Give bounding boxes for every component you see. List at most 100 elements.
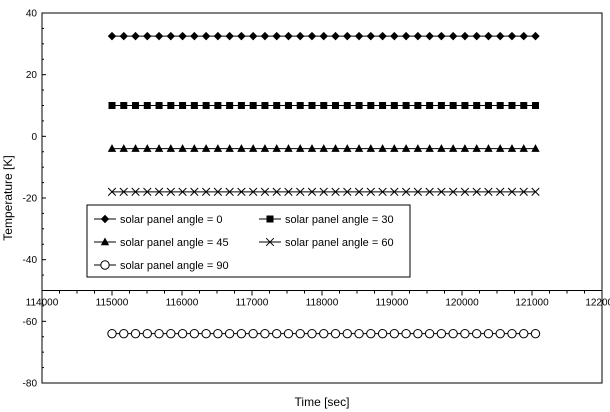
data-point: [531, 187, 540, 196]
data-point: [343, 144, 352, 152]
data-point: [460, 31, 470, 41]
data-point: [343, 31, 352, 41]
data-point: [390, 102, 398, 109]
data-point: [437, 31, 446, 41]
data-point: [389, 328, 400, 339]
data-point: [214, 102, 222, 109]
data-point: [131, 187, 140, 196]
data-point: [507, 144, 517, 152]
data-point: [425, 31, 434, 41]
data-point: [166, 328, 176, 339]
data-point: [378, 31, 387, 41]
data-point: [132, 102, 140, 109]
data-point: [413, 144, 423, 152]
y-tick-label: -20: [23, 194, 38, 205]
data-point: [107, 31, 117, 41]
data-point: [413, 328, 423, 339]
data-point: [296, 31, 305, 41]
legend-label: solar panel angle = 30: [285, 214, 394, 226]
legend-item: solar panel angle = 90: [94, 260, 229, 272]
data-point: [237, 144, 246, 152]
data-point: [224, 328, 235, 339]
series-layer: [107, 31, 541, 339]
data-point: [295, 328, 305, 339]
data-point: [532, 102, 539, 109]
data-point: [331, 31, 340, 41]
data-point: [401, 31, 411, 41]
data-point: [249, 102, 257, 109]
data-point: [402, 102, 410, 109]
data-point: [378, 144, 387, 152]
data-point: [437, 144, 446, 152]
data-point: [284, 31, 293, 41]
data-point: [178, 31, 187, 41]
data-point: [413, 187, 423, 196]
data-point: [226, 102, 234, 109]
data-point: [343, 187, 352, 196]
data-point: [143, 31, 152, 41]
data-point: [319, 328, 329, 339]
y-tick-label: -60: [23, 317, 38, 328]
data-point: [331, 144, 340, 152]
data-point: [260, 31, 270, 41]
y-axis: -80 -60 -40 -20 0 20 40: [23, 9, 46, 390]
data-point: [202, 102, 210, 109]
data-point: [448, 328, 458, 339]
data-point: [154, 328, 164, 339]
data-point: [154, 187, 164, 196]
data-point: [201, 144, 211, 152]
data-point: [379, 102, 387, 109]
data-point: [448, 187, 458, 196]
data-point: [166, 187, 175, 196]
data-point: [260, 144, 270, 152]
data-point: [190, 144, 199, 152]
data-point: [213, 187, 223, 196]
data-point: [390, 31, 399, 41]
data-point: [272, 31, 281, 41]
data-point: [260, 328, 270, 339]
legend-marker: [265, 237, 275, 247]
data-point: [225, 31, 234, 41]
data-point: [296, 187, 305, 196]
x-tick-label: 119000: [376, 298, 409, 309]
data-point: [225, 144, 234, 152]
legend-item: solar panel angle = 30: [259, 214, 394, 226]
data-point: [213, 144, 223, 152]
data-point: [201, 328, 211, 339]
data-point: [167, 102, 175, 109]
data-point: [130, 328, 141, 339]
data-point: [307, 144, 317, 152]
data-point: [284, 187, 293, 196]
data-point: [330, 328, 341, 339]
data-point: [530, 328, 541, 339]
data-point: [413, 31, 423, 41]
data-point: [507, 328, 517, 339]
data-point: [177, 328, 188, 339]
data-point: [308, 102, 316, 109]
data-point: [496, 102, 504, 109]
x-tick-label: 114000: [26, 298, 59, 309]
data-point: [225, 187, 234, 196]
data-point: [367, 102, 375, 109]
legend-label: solar panel angle = 60: [285, 237, 394, 249]
x-tick-label: 118000: [306, 298, 339, 309]
data-point: [249, 187, 258, 196]
data-point: [496, 31, 505, 41]
data-point: [472, 187, 481, 196]
data-point: [260, 187, 270, 196]
data-point: [271, 328, 282, 339]
y-tick-label: -80: [23, 379, 38, 390]
data-point: [484, 144, 493, 152]
data-point: [424, 328, 435, 339]
data-point: [436, 328, 447, 339]
data-point: [343, 102, 351, 109]
data-point: [178, 187, 187, 196]
data-point: [307, 187, 317, 196]
legend-label: solar panel angle = 90: [120, 260, 229, 272]
data-point: [119, 187, 128, 196]
data-point: [237, 31, 246, 41]
data-point: [155, 102, 163, 109]
data-point: [213, 31, 223, 41]
data-point: [131, 31, 140, 41]
